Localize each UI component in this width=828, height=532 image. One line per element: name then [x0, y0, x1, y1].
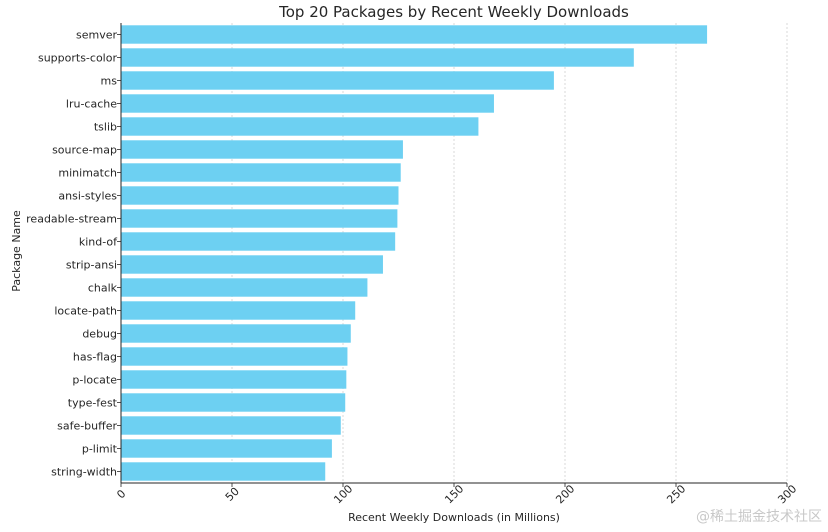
bars [121, 25, 708, 481]
category-label: p-limit [82, 443, 118, 456]
category-label: source-map [52, 144, 117, 157]
bar [121, 255, 383, 274]
x-tick-label: 100 [331, 482, 355, 506]
x-axis-label: Recent Weekly Downloads (in Millions) [348, 511, 560, 524]
category-label: p-locate [72, 374, 117, 387]
bar [121, 48, 634, 67]
category-label: safe-buffer [57, 420, 117, 433]
bar [121, 416, 341, 435]
x-tick-label: 0 [114, 487, 128, 501]
y-category-labels: semver supports-color ms lru-cache tslib sour… [26, 29, 118, 479]
category-label: type-fest [68, 397, 118, 410]
watermark: @稀土掘金技术社区 [696, 509, 822, 525]
grid-lines [231, 23, 788, 483]
x-tick-label: 150 [442, 482, 466, 506]
axes [117, 23, 788, 487]
x-tick-label: 200 [553, 482, 577, 506]
bar [121, 393, 346, 412]
category-label: has-flag [73, 351, 117, 364]
bar [121, 117, 479, 136]
category-label: kind-of [79, 236, 118, 249]
bar [121, 209, 398, 228]
category-label: readable-stream [26, 213, 117, 226]
bar [121, 301, 356, 320]
category-label: supports-color [38, 52, 117, 65]
x-tick-labels: 0 50 100 150 200 250 300 [114, 482, 799, 506]
bar [121, 163, 401, 182]
category-label: debug [82, 328, 117, 341]
bar [121, 324, 351, 343]
category-label: ansi-styles [58, 190, 117, 203]
category-label: ms [101, 75, 118, 88]
x-tick-label: 50 [223, 485, 242, 504]
x-tick-label: 300 [775, 482, 799, 506]
category-label: semver [76, 29, 117, 42]
bar [121, 71, 554, 90]
category-label: strip-ansi [66, 259, 117, 272]
bar [121, 439, 332, 458]
category-label: locate-path [54, 305, 117, 318]
category-label: string-width [51, 466, 117, 479]
chart-title: Top 20 Packages by Recent Weekly Downloa… [278, 3, 629, 21]
bar [121, 370, 347, 389]
category-label: chalk [88, 282, 118, 295]
bar [121, 140, 403, 159]
bar [121, 25, 708, 44]
category-label: tslib [94, 121, 117, 134]
bar [121, 278, 368, 297]
category-label: minimatch [58, 167, 117, 180]
category-label: lru-cache [66, 98, 117, 111]
bar [121, 232, 396, 251]
bar [121, 347, 348, 366]
bar [121, 186, 399, 205]
y-axis-label: Package Name [10, 210, 23, 292]
x-tick-label: 250 [664, 482, 688, 506]
bar [121, 462, 326, 481]
bar [121, 94, 494, 113]
